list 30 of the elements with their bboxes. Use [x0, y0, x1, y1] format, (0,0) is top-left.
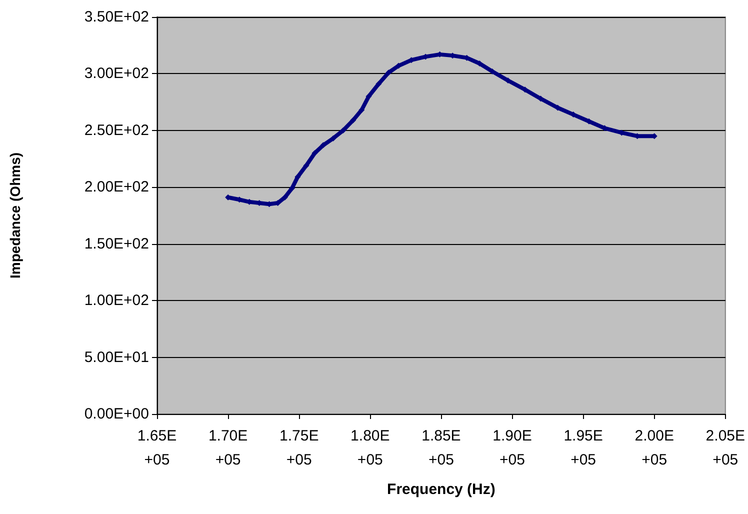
point — [330, 135, 336, 142]
y-tick-label: 1.00E+02 — [84, 292, 149, 310]
point — [340, 127, 346, 134]
x-tick-label: 2.05E+05 — [706, 428, 745, 468]
x-axis-title: Frequency (Hz) — [387, 481, 496, 498]
y-axis-title: Impedance (Ohms) — [7, 152, 23, 279]
x-tick-label: 1.70E+05 — [208, 428, 248, 468]
y-tick-label: 3.00E+02 — [84, 65, 149, 82]
y-tick-label: 1.50E+02 — [84, 235, 149, 252]
y-tick-label: 5.00E+01 — [84, 348, 149, 366]
x-tick-label: 1.75E+05 — [280, 428, 319, 468]
point — [489, 68, 496, 74]
x-tick-label: 2.00E+05 — [634, 428, 674, 468]
x-tick-label: 1.85E+05 — [422, 428, 461, 468]
x-tick-label: 1.80E+05 — [350, 428, 390, 468]
y-tick-label: 3.50E+02 — [84, 8, 149, 26]
x-tick-label: 1.65E+05 — [137, 428, 177, 468]
point — [386, 70, 392, 76]
y-tick-label: 0.00E+00 — [84, 406, 149, 422]
y-tick-label: 2.00E+02 — [84, 178, 149, 196]
point — [358, 107, 365, 114]
y-tick-label: 2.50E+02 — [84, 122, 149, 139]
x-tick-label: 1.90E+05 — [492, 428, 532, 468]
x-tick-label: 1.95E+05 — [564, 428, 603, 468]
point — [376, 80, 382, 87]
point — [350, 117, 356, 124]
point — [312, 150, 318, 156]
point — [303, 162, 310, 169]
point — [320, 142, 326, 148]
point — [282, 194, 288, 200]
